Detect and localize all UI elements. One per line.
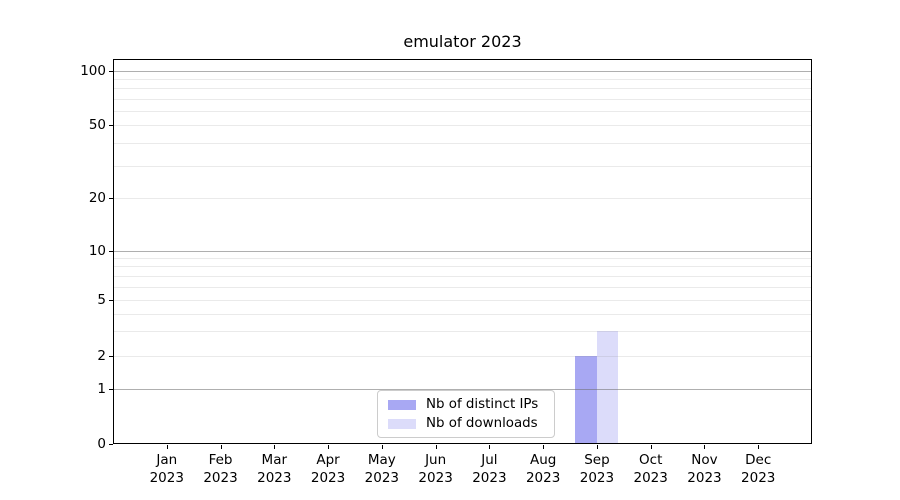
legend-swatch-distinct-ips (388, 399, 416, 410)
chart-title: emulator 2023 (403, 32, 522, 51)
x-tick-mark (435, 445, 437, 449)
x-tick-label: Dec 2023 (741, 452, 776, 486)
legend-swatch-downloads (388, 418, 416, 429)
y-tick-label: 1 (97, 381, 106, 397)
y-tick-label: 20 (88, 190, 106, 206)
legend: Nb of distinct IPs Nb of downloads (377, 390, 555, 438)
y-tick-label: 5 (97, 292, 106, 308)
x-tick-mark (328, 445, 330, 449)
legend-item-distinct-ips: Nb of distinct IPs (388, 397, 544, 412)
x-tick-label: Apr 2023 (310, 452, 346, 486)
x-tick-mark (650, 445, 652, 449)
gridline-minor (113, 331, 812, 333)
x-tick-label: Aug 2023 (525, 452, 561, 486)
gridline-major (113, 250, 812, 252)
gridline-minor (113, 165, 812, 167)
gridline-minor (113, 125, 812, 126)
bar-distinct-ips (575, 356, 597, 444)
legend-label-distinct-ips: Nb of distinct IPs (426, 397, 539, 412)
x-tick-label: Sep 2023 (579, 452, 615, 486)
x-tick-label: Jun 2023 (418, 452, 453, 486)
gridline-minor (113, 313, 812, 315)
gridline-minor (113, 79, 812, 81)
x-tick-mark (220, 445, 222, 449)
gridline-minor (113, 88, 812, 90)
x-tick-label: Jul 2023 (472, 452, 507, 486)
x-tick-mark (758, 445, 760, 449)
x-tick-label: Jan 2023 (149, 452, 184, 486)
x-tick-mark (166, 445, 168, 449)
plot-area (113, 59, 812, 444)
y-tick-mark (109, 356, 113, 357)
gridline-minor (113, 258, 812, 260)
gridline-minor (113, 356, 812, 357)
y-tick-mark (109, 444, 113, 445)
x-tick-mark (489, 445, 491, 449)
x-tick-mark (381, 445, 383, 449)
x-tick-label: Oct 2023 (633, 452, 668, 486)
y-tick-mark (109, 198, 113, 199)
y-tick-mark (109, 389, 113, 390)
legend-label-downloads: Nb of downloads (426, 416, 538, 431)
bar-downloads (596, 331, 619, 444)
y-tick-label: 100 (80, 63, 106, 79)
x-tick-mark (704, 445, 706, 449)
gridline-minor (113, 275, 812, 277)
y-tick-label: 10 (88, 242, 106, 259)
y-tick-mark (109, 71, 113, 72)
gridline-minor (113, 286, 812, 288)
gridline-minor (113, 266, 812, 268)
x-tick-mark (274, 445, 276, 449)
gridline-minor (113, 300, 812, 301)
x-tick-label: Nov 2023 (687, 452, 722, 486)
y-tick-mark (109, 125, 113, 126)
legend-item-downloads: Nb of downloads (388, 416, 544, 431)
x-tick-label: Mar 2023 (257, 452, 292, 486)
x-tick-label: Feb 2023 (203, 452, 238, 486)
gridline-minor (113, 110, 812, 112)
y-tick-label: 2 (97, 348, 106, 364)
x-tick-mark (596, 445, 598, 449)
y-tick-mark (109, 300, 113, 301)
gridline-minor (113, 98, 812, 100)
gridline-major (113, 71, 812, 72)
gridline-major (113, 389, 812, 390)
x-tick-mark (543, 445, 545, 449)
y-tick-label: 0 (97, 436, 106, 452)
gridline-minor (113, 198, 812, 199)
y-tick-mark (109, 250, 113, 252)
x-tick-label: May 2023 (364, 452, 400, 486)
gridline-minor (113, 142, 812, 144)
y-tick-label: 50 (88, 117, 106, 133)
